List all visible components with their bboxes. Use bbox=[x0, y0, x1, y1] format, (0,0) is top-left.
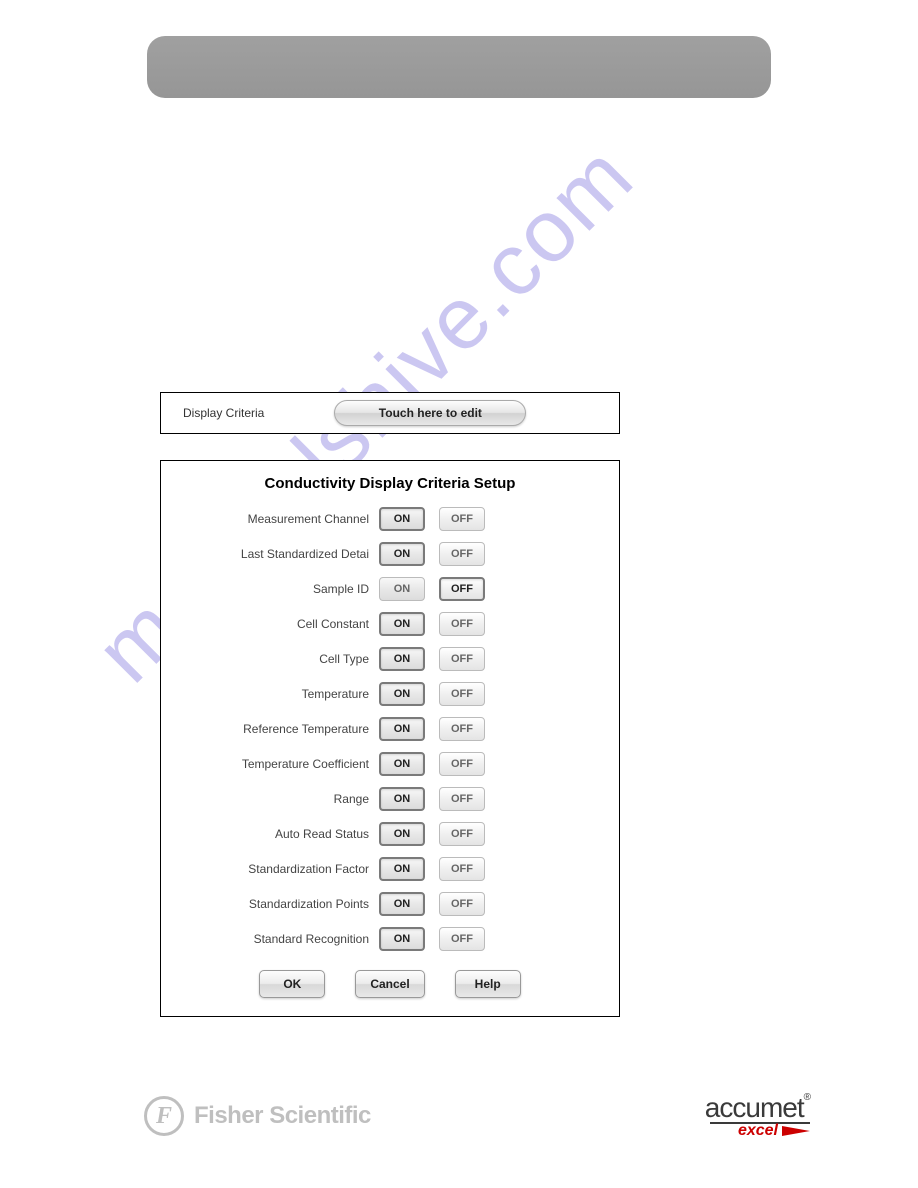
criteria-label: Reference Temperature bbox=[181, 722, 379, 736]
header-bar bbox=[147, 36, 771, 98]
criteria-label: Cell Type bbox=[181, 652, 379, 666]
criteria-label: Standardization Factor bbox=[181, 862, 379, 876]
criteria-row: Temperature CoefficientON OFF bbox=[181, 751, 599, 777]
criteria-row: Measurement ChannelON OFF bbox=[181, 506, 599, 532]
off-button[interactable]: OFF bbox=[439, 927, 485, 951]
off-button[interactable]: OFF bbox=[439, 577, 485, 601]
off-button[interactable]: OFF bbox=[439, 892, 485, 916]
on-button[interactable]: ON bbox=[379, 647, 425, 671]
ok-button[interactable]: OK bbox=[259, 970, 325, 998]
criteria-row: Reference TemperatureON OFF bbox=[181, 716, 599, 742]
criteria-label: Last Standardized Detai bbox=[181, 547, 379, 561]
off-button[interactable]: OFF bbox=[439, 857, 485, 881]
off-button[interactable]: OFF bbox=[439, 822, 485, 846]
on-button[interactable]: ON bbox=[379, 892, 425, 916]
excel-text: excel bbox=[738, 1122, 778, 1140]
on-button[interactable]: ON bbox=[379, 542, 425, 566]
criteria-label: Measurement Channel bbox=[181, 512, 379, 526]
criteria-row: Standard RecognitionON OFF bbox=[181, 926, 599, 952]
touch-to-edit-button[interactable]: Touch here to edit bbox=[334, 400, 526, 426]
display-criteria-panel: Display Criteria Touch here to edit bbox=[160, 392, 620, 434]
criteria-row: Last Standardized DetaiON OFF bbox=[181, 541, 599, 567]
on-button[interactable]: ON bbox=[379, 507, 425, 531]
panel-title: Conductivity Display Criteria Setup bbox=[181, 475, 599, 492]
criteria-label: Temperature Coefficient bbox=[181, 757, 379, 771]
on-button[interactable]: ON bbox=[379, 682, 425, 706]
on-button[interactable]: ON bbox=[379, 612, 425, 636]
criteria-label: Range bbox=[181, 792, 379, 806]
on-button[interactable]: ON bbox=[379, 717, 425, 741]
fisher-text: Fisher Scientific bbox=[194, 1102, 371, 1130]
criteria-label: Cell Constant bbox=[181, 617, 379, 631]
cancel-button[interactable]: Cancel bbox=[355, 970, 424, 998]
criteria-row: Standardization FactorON OFF bbox=[181, 856, 599, 882]
on-button[interactable]: ON bbox=[379, 752, 425, 776]
criteria-label: Sample ID bbox=[181, 582, 379, 596]
off-button[interactable]: OFF bbox=[439, 507, 485, 531]
fisher-icon: F bbox=[144, 1096, 184, 1136]
criteria-label: Standard Recognition bbox=[181, 932, 379, 946]
footer: F Fisher Scientific accumet® excel bbox=[144, 1086, 810, 1146]
criteria-row: Cell ConstantON OFF bbox=[181, 611, 599, 637]
criteria-row: Cell TypeON OFF bbox=[181, 646, 599, 672]
criteria-row: RangeON OFF bbox=[181, 786, 599, 812]
on-button[interactable]: ON bbox=[379, 822, 425, 846]
accumet-logo: accumet® excel bbox=[705, 1092, 810, 1140]
conductivity-setup-panel: Conductivity Display Criteria Setup Meas… bbox=[160, 460, 620, 1017]
off-button[interactable]: OFF bbox=[439, 647, 485, 671]
criteria-label: Auto Read Status bbox=[181, 827, 379, 841]
criteria-label: Temperature bbox=[181, 687, 379, 701]
criteria-label: Standardization Points bbox=[181, 897, 379, 911]
off-button[interactable]: OFF bbox=[439, 542, 485, 566]
action-row: OK Cancel Help bbox=[181, 970, 599, 998]
help-button[interactable]: Help bbox=[455, 970, 521, 998]
fisher-logo: F Fisher Scientific bbox=[144, 1096, 371, 1136]
off-button[interactable]: OFF bbox=[439, 717, 485, 741]
off-button[interactable]: OFF bbox=[439, 752, 485, 776]
criteria-row: TemperatureON OFF bbox=[181, 681, 599, 707]
criteria-row: Standardization PointsON OFF bbox=[181, 891, 599, 917]
arrow-icon bbox=[782, 1126, 810, 1136]
on-button[interactable]: ON bbox=[379, 577, 425, 601]
criteria-row: Auto Read StatusON OFF bbox=[181, 821, 599, 847]
off-button[interactable]: OFF bbox=[439, 682, 485, 706]
on-button[interactable]: ON bbox=[379, 857, 425, 881]
off-button[interactable]: OFF bbox=[439, 787, 485, 811]
on-button[interactable]: ON bbox=[379, 927, 425, 951]
on-button[interactable]: ON bbox=[379, 787, 425, 811]
accumet-text: accumet® bbox=[705, 1092, 810, 1124]
display-criteria-label: Display Criteria bbox=[183, 406, 264, 420]
off-button[interactable]: OFF bbox=[439, 612, 485, 636]
criteria-row: Sample IDON OFF bbox=[181, 576, 599, 602]
